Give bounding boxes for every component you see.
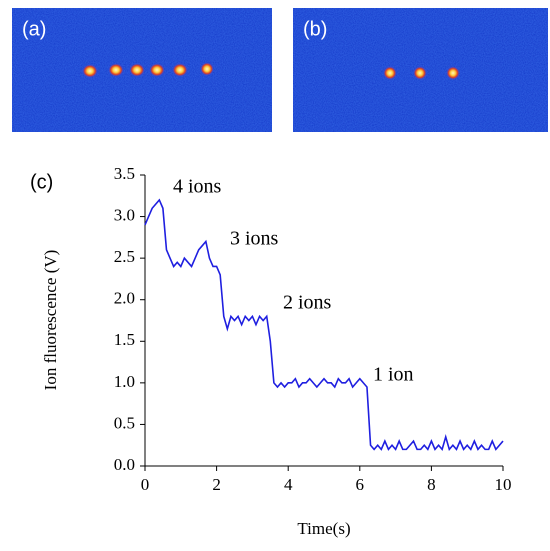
y-axis-label: Ion fluorescence (V)	[41, 250, 60, 391]
x-tick-label: 10	[495, 475, 512, 494]
image-b: (b)	[293, 8, 548, 132]
line	[144, 198, 504, 452]
x-tick-label: 4	[284, 475, 293, 494]
y-tick-label: 2.0	[114, 289, 135, 308]
x-tick-label: 0	[141, 475, 150, 494]
annotation: 1 ion	[373, 364, 414, 386]
x-tick-label: 2	[212, 475, 221, 494]
y-tick-label: 3.0	[114, 205, 135, 224]
panel-label: (a)	[22, 18, 46, 40]
annotation: 4 ions	[173, 176, 222, 198]
annotation: 2 ions	[283, 292, 332, 314]
y-tick-label: 0.0	[114, 455, 135, 474]
y-tick-label: 2.5	[114, 247, 135, 266]
annotation: 3 ions	[230, 228, 279, 250]
x-axis-label: Time(s)	[297, 519, 350, 538]
x-tick-label: 6	[356, 475, 365, 494]
y-tick-label: 3.5	[114, 164, 135, 183]
image-a: (a)	[12, 8, 272, 132]
x-tick-label: 8	[427, 475, 436, 494]
y-tick-label: 1.5	[114, 330, 135, 349]
panel-label: (b)	[303, 18, 327, 40]
y-tick-label: 0.5	[114, 413, 135, 432]
panel-label: (c)	[30, 171, 53, 193]
y-tick-label: 1.0	[114, 372, 135, 391]
